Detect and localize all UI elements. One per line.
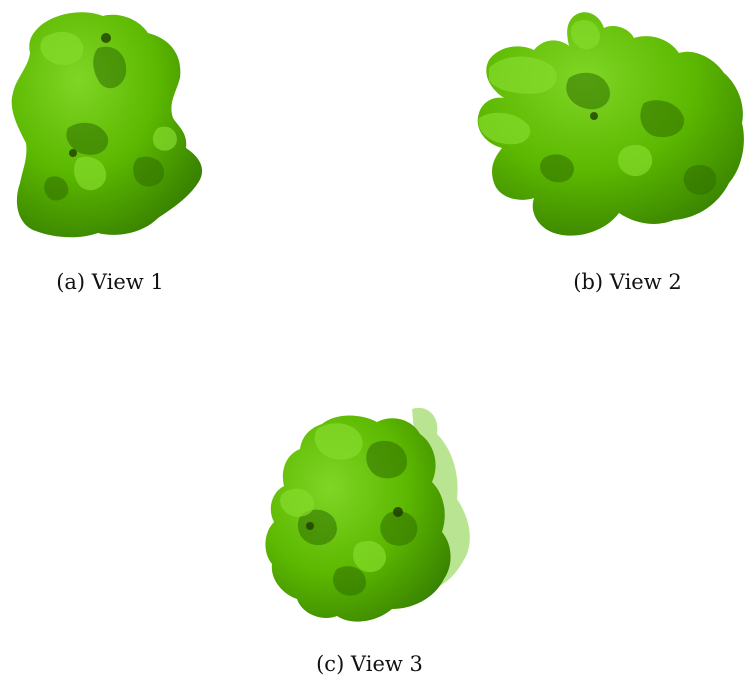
molecule-render-view-1 xyxy=(11,12,203,238)
highlight-detail xyxy=(40,31,177,191)
shadow-detail xyxy=(44,46,164,201)
pocket-hole xyxy=(101,33,111,43)
pocket-hole xyxy=(393,507,403,517)
panel-view-2 xyxy=(474,8,747,243)
panel-view-3 xyxy=(262,404,477,626)
molecule-render-view-3 xyxy=(265,407,470,622)
caption-view-2: (b) View 2 xyxy=(573,270,682,294)
panel-view-1 xyxy=(8,8,208,243)
molecule-render-view-2 xyxy=(477,12,744,236)
shadow-detail xyxy=(297,440,418,596)
highlight-detail xyxy=(280,423,387,573)
pocket-hole xyxy=(590,112,598,120)
pocket-hole xyxy=(306,522,314,530)
caption-view-1: (a) View 1 xyxy=(56,270,164,294)
caption-view-3: (c) View 3 xyxy=(316,652,423,676)
surface-blob xyxy=(11,12,203,238)
pocket-hole xyxy=(69,149,77,157)
highlight-detail xyxy=(478,20,653,177)
shadow-detail xyxy=(540,72,717,195)
